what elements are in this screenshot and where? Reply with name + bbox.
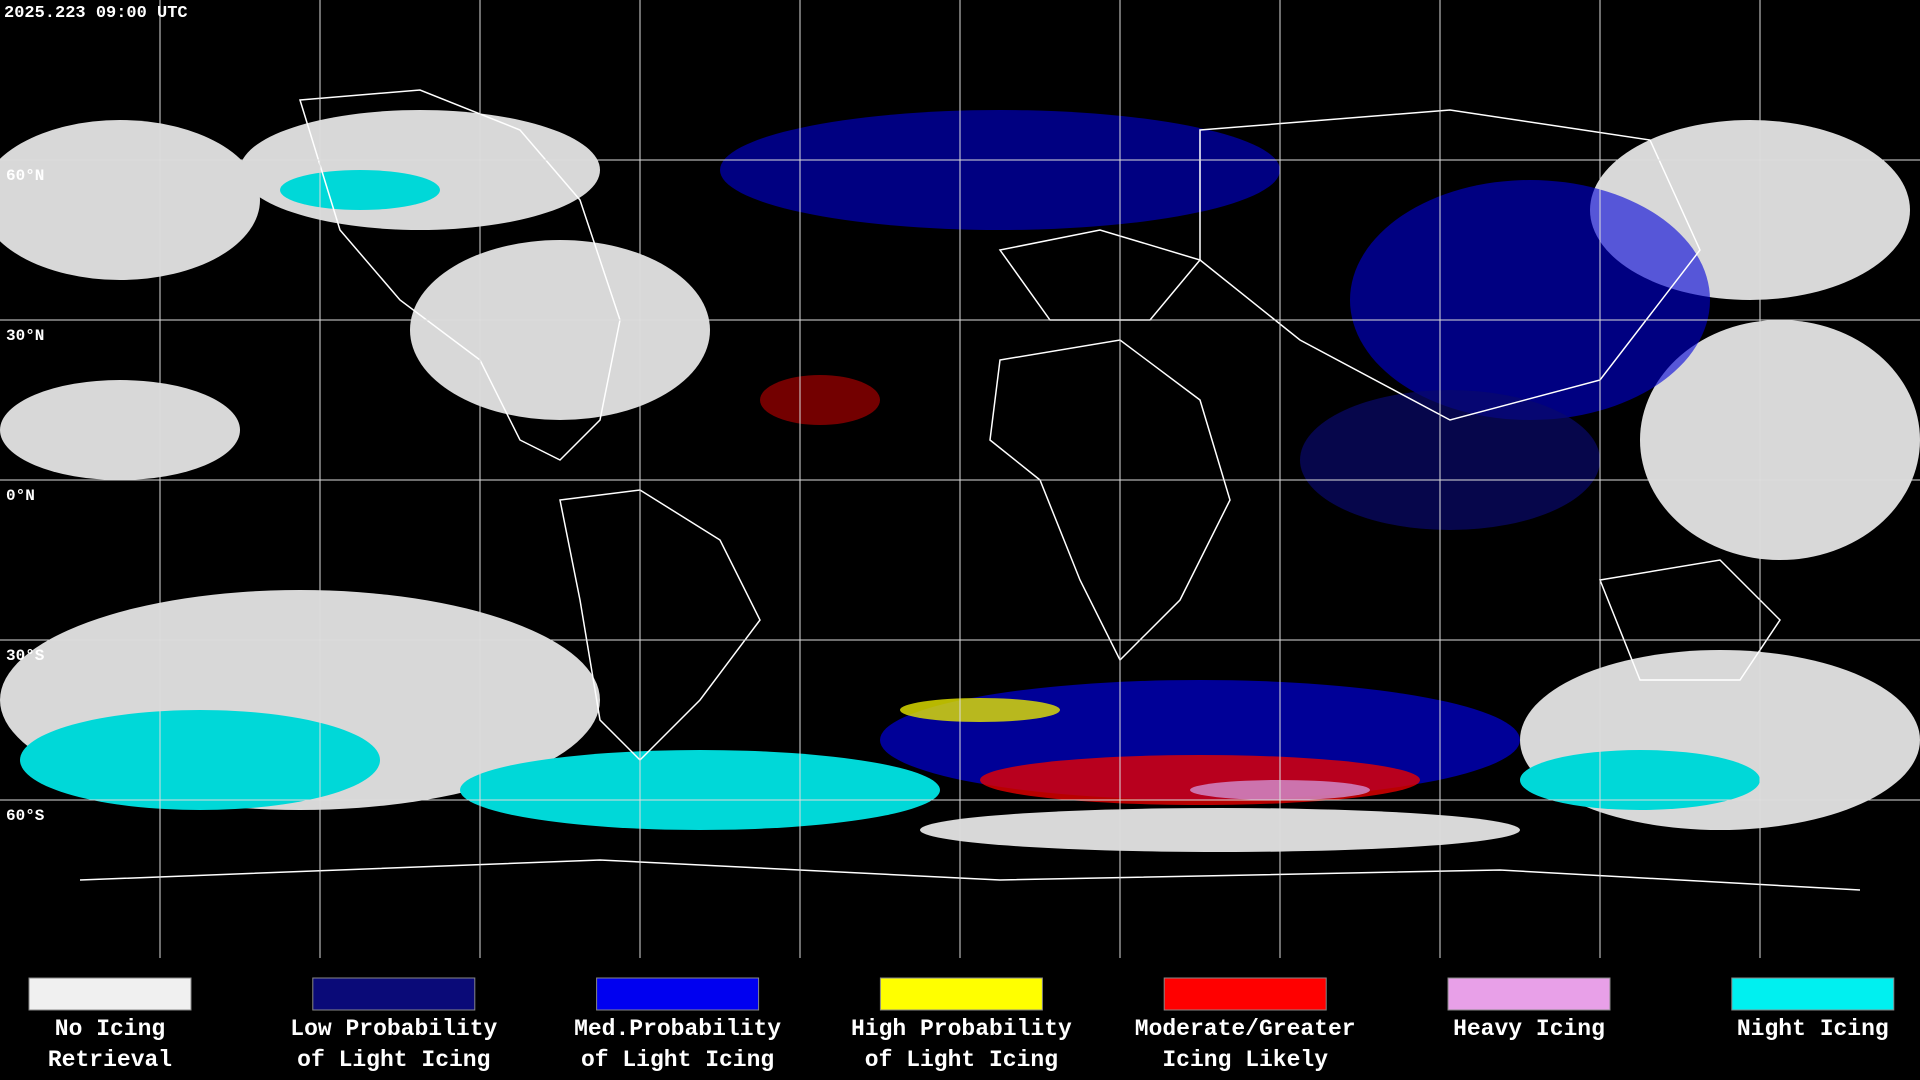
legend-label: High Probability xyxy=(851,1016,1072,1042)
cloud-field xyxy=(0,110,1920,852)
legend: No Icing Retrieval Low Probability of Light… xyxy=(28,977,1895,1073)
legend-swatch xyxy=(28,977,192,1011)
legend-swatch xyxy=(1163,977,1327,1011)
legend-label: Med.Probability xyxy=(574,1016,781,1042)
legend-label: Retrieval xyxy=(48,1047,172,1073)
legend-label: Low Probability xyxy=(290,1016,497,1042)
legend-label: Heavy Icing xyxy=(1453,1016,1605,1042)
legend-swatch xyxy=(879,977,1043,1011)
latitude-label: 0°N xyxy=(6,487,35,505)
legend-label: No Icing xyxy=(55,1016,165,1042)
latitude-label: 60°S xyxy=(6,807,45,825)
legend-label: of Light Icing xyxy=(297,1047,490,1073)
latitude-label: 60°N xyxy=(6,167,44,185)
timestamp: 2025.223 09:00 UTC xyxy=(4,4,188,23)
legend-label: Moderate/Greater xyxy=(1135,1016,1356,1042)
legend-swatch xyxy=(1447,977,1611,1011)
legend-swatch xyxy=(596,977,760,1011)
legend-swatch xyxy=(312,977,476,1011)
coastlines xyxy=(79,89,1861,891)
legend-label: of Light Icing xyxy=(581,1047,774,1073)
legend-label: Night Icing xyxy=(1737,1016,1889,1042)
legend-label: Icing Likely xyxy=(1162,1047,1328,1073)
graticule: 60°N 30°N 0°N 30°S 60°S xyxy=(0,0,1920,958)
latitude-label: 30°S xyxy=(6,647,45,665)
legend-swatch xyxy=(1731,977,1895,1011)
legend-label: of Light Icing xyxy=(865,1047,1058,1073)
latitude-label: 30°N xyxy=(6,327,44,345)
